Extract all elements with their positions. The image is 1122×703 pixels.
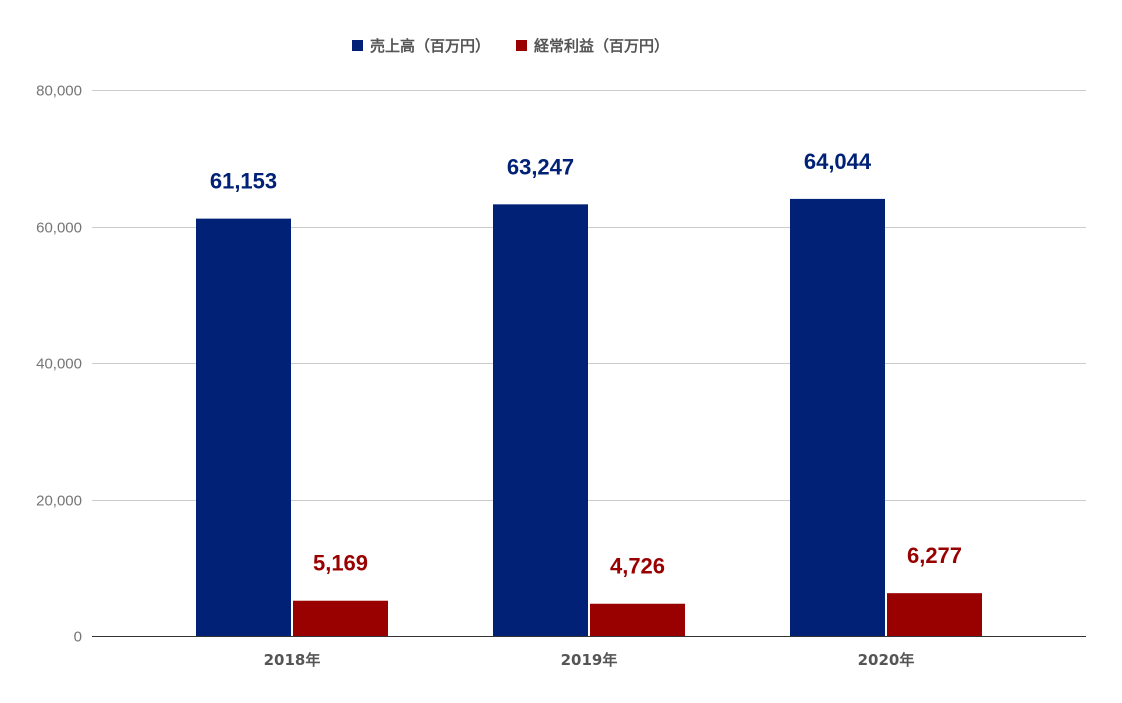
data-labels: 61,153 5,169 63,247 4,726 64,044 6,277 bbox=[210, 149, 962, 579]
legend-label: 経常利益（百万円） bbox=[534, 37, 669, 55]
x-axis-category-labels: 2018年 2019年 2020年 bbox=[264, 651, 915, 669]
data-label-ordinary-profit: 5,169 bbox=[313, 551, 368, 576]
legend-item-ordinary-profit: 経常利益（百万円） bbox=[516, 37, 669, 55]
y-tick-label: 20,000 bbox=[36, 493, 82, 510]
legend: 売上高（百万円） 経常利益（百万円） bbox=[352, 37, 669, 55]
data-label-sales: 61,153 bbox=[210, 169, 277, 194]
y-axis-tick-labels: 0 20,000 40,000 60,000 80,000 bbox=[36, 83, 82, 646]
y-tick-label: 0 bbox=[74, 629, 82, 646]
legend-swatch bbox=[516, 40, 527, 51]
bar-sales bbox=[790, 198, 885, 636]
data-label-ordinary-profit: 4,726 bbox=[610, 554, 665, 579]
x-category-label: 2019年 bbox=[561, 651, 618, 669]
x-category-label: 2020年 bbox=[858, 651, 915, 669]
legend-swatch bbox=[352, 40, 363, 51]
bar-ordinary-profit bbox=[293, 600, 388, 636]
y-tick-label: 60,000 bbox=[36, 220, 82, 237]
data-label-ordinary-profit: 6,277 bbox=[907, 543, 962, 568]
legend-label: 売上高（百万円） bbox=[370, 37, 490, 55]
bar-sales bbox=[196, 218, 291, 636]
bar-ordinary-profit bbox=[887, 593, 982, 636]
bar-sales bbox=[493, 204, 588, 636]
data-label-sales: 64,044 bbox=[804, 149, 872, 174]
y-tick-label: 40,000 bbox=[36, 356, 82, 373]
x-category-label: 2018年 bbox=[264, 651, 321, 669]
y-tick-label: 80,000 bbox=[36, 83, 82, 100]
bar-ordinary-profit bbox=[590, 603, 685, 636]
legend-item-sales: 売上高（百万円） bbox=[352, 37, 490, 55]
bars bbox=[196, 198, 982, 636]
data-label-sales: 63,247 bbox=[507, 154, 574, 179]
